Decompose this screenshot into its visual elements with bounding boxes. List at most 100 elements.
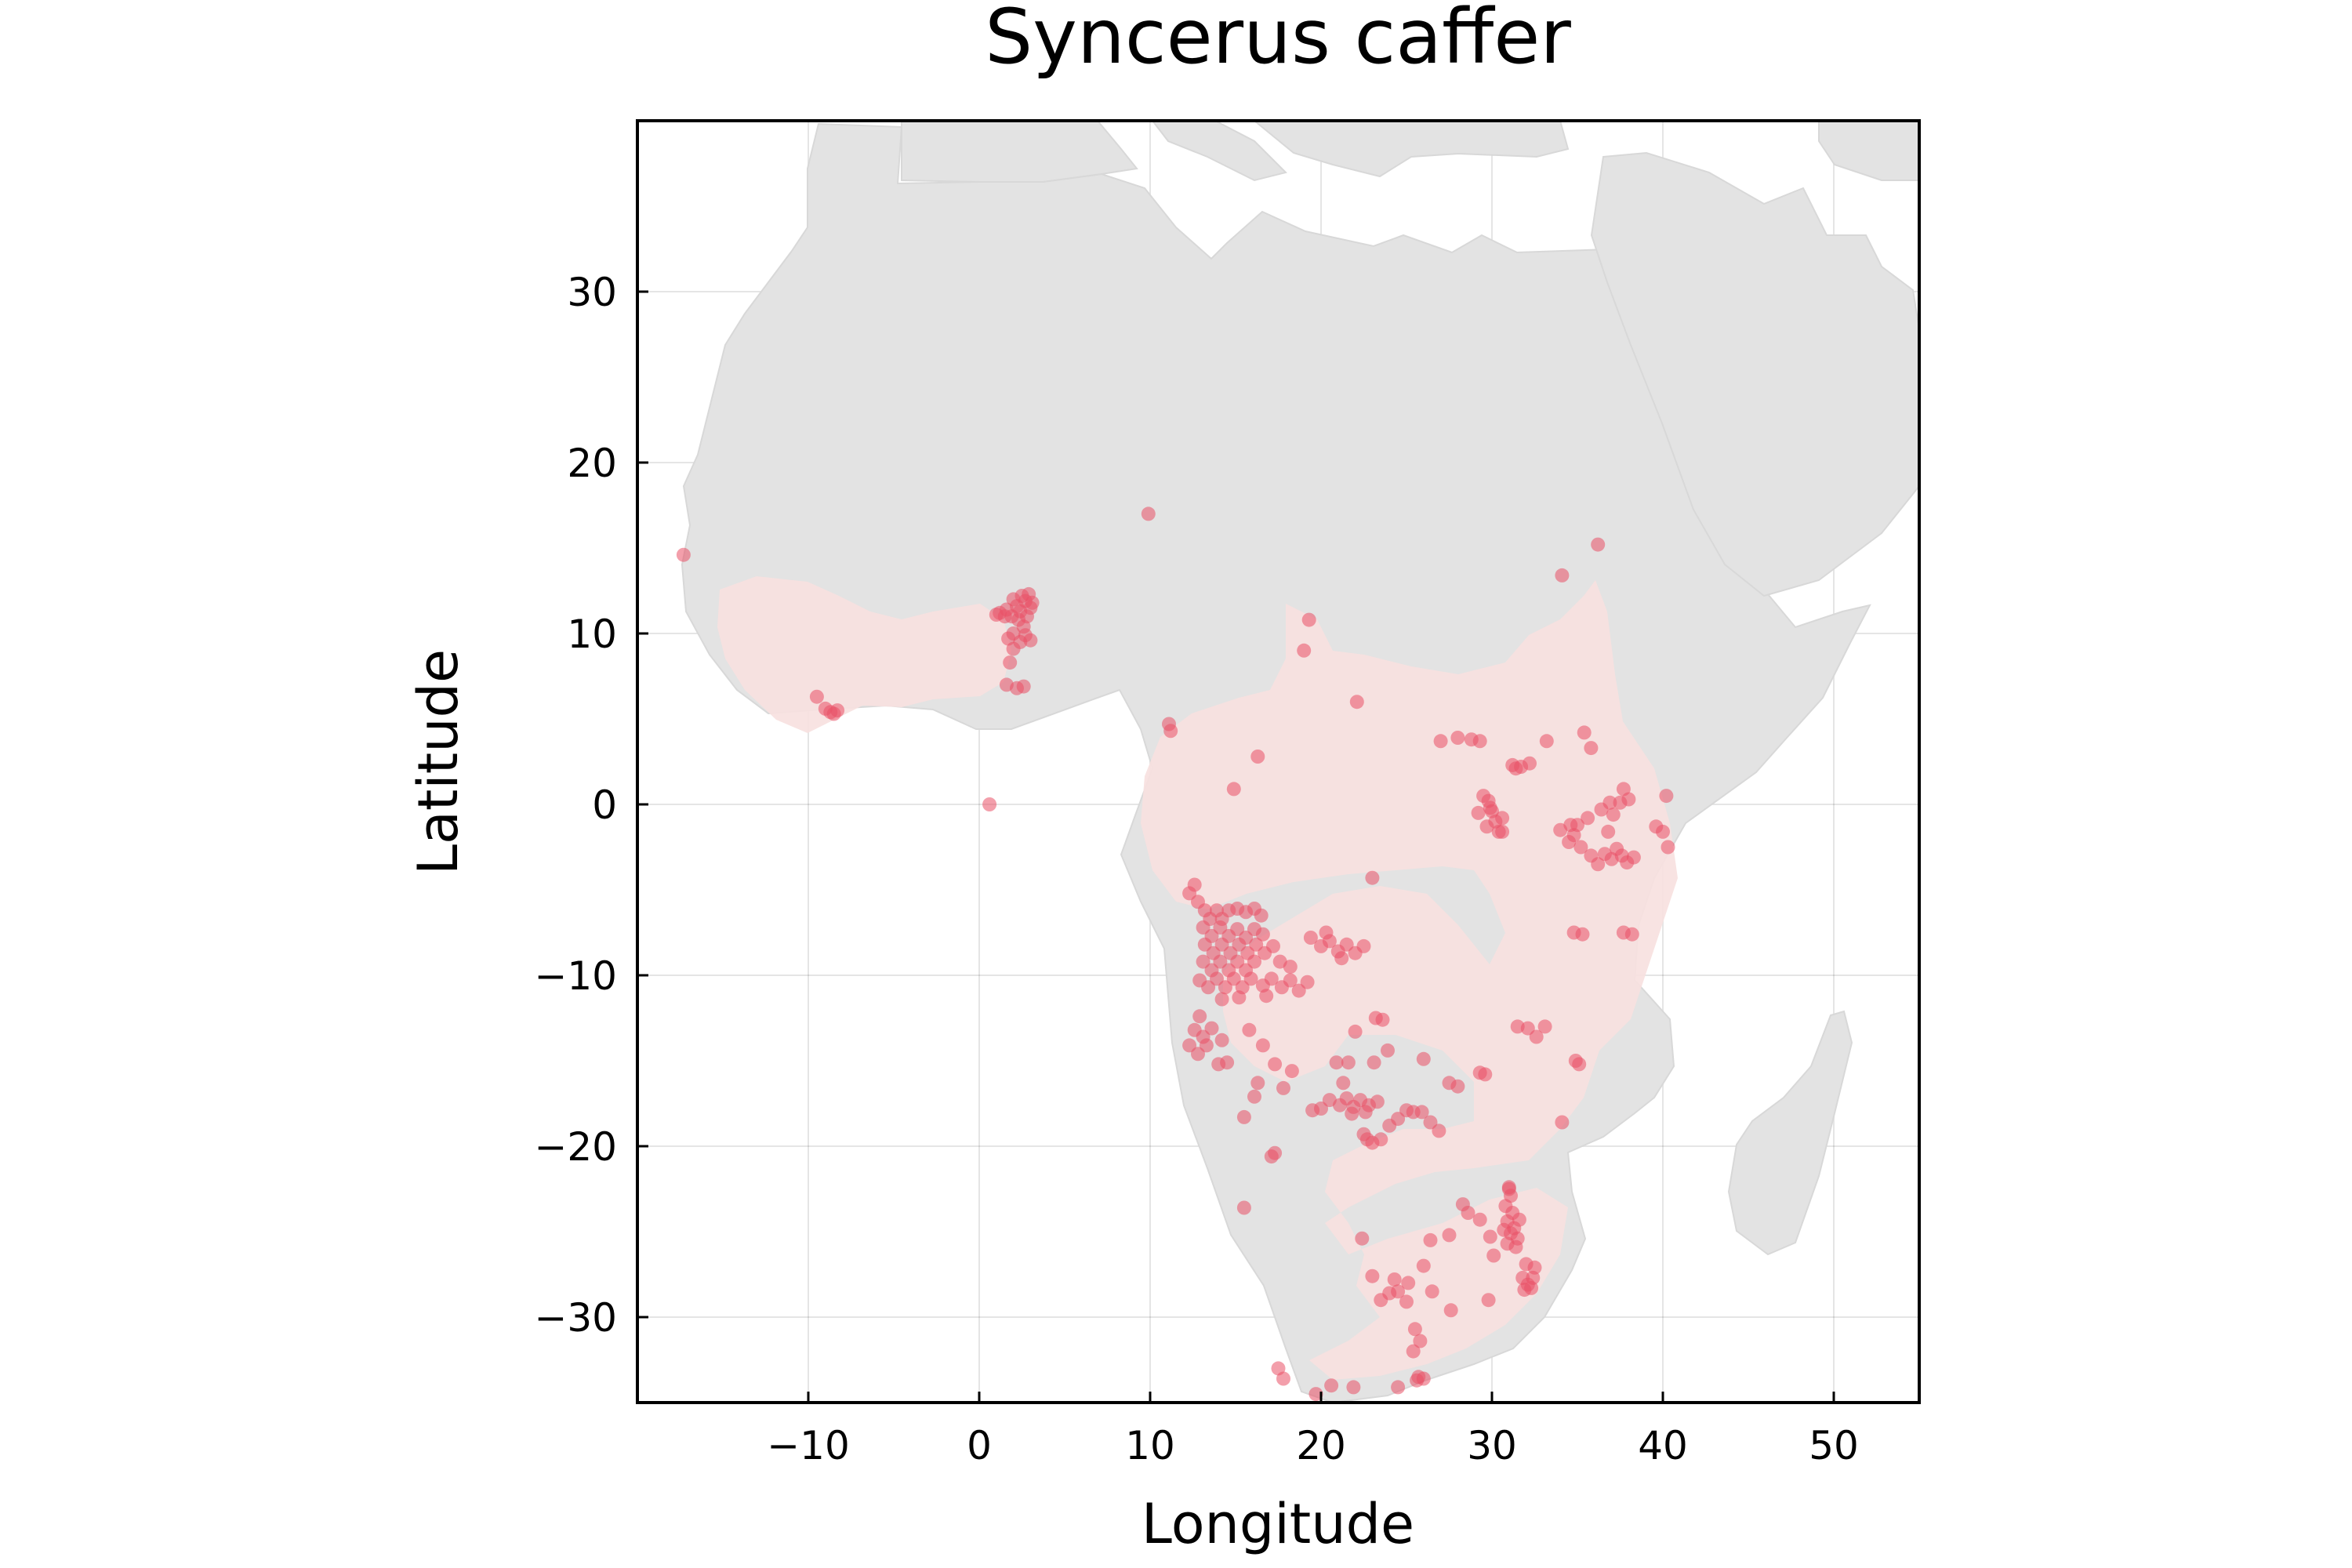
occurrence-point	[1230, 954, 1245, 969]
occurrence-point	[1314, 1102, 1328, 1116]
occurrence-point	[1495, 824, 1510, 839]
occurrence-point	[1196, 954, 1210, 969]
occurrence-point	[1616, 925, 1631, 940]
occurrence-point	[1319, 925, 1334, 940]
occurrence-point	[1370, 1094, 1385, 1109]
occurrence-point	[1249, 937, 1264, 952]
occurrence-point	[1387, 1272, 1402, 1287]
occurrence-point	[1563, 818, 1578, 833]
occurrence-point	[1006, 592, 1021, 607]
range-central-east-southern	[1141, 580, 1678, 1380]
y-tick-label: 10	[567, 612, 617, 657]
occurrence-point	[1355, 1231, 1370, 1246]
occurrence-point	[1659, 789, 1674, 804]
occurrence-point	[1601, 824, 1616, 839]
occurrence-point	[1001, 631, 1016, 646]
occurrence-point	[1519, 1257, 1534, 1272]
occurrence-point	[1329, 1055, 1344, 1070]
occurrence-point	[1495, 811, 1510, 826]
occurrence-point	[1497, 1222, 1512, 1237]
occurrence-point	[1204, 1021, 1219, 1036]
occurrence-point	[1374, 1132, 1388, 1147]
occurrence-point	[1243, 971, 1258, 986]
occurrence-point	[1247, 1089, 1261, 1104]
occurrence-point	[1300, 975, 1315, 989]
occurrence-point	[1555, 568, 1570, 583]
occurrence-point	[1423, 1232, 1438, 1247]
occurrence-point	[1391, 1112, 1406, 1127]
occurrence-point	[1187, 877, 1202, 892]
occurrence-point	[1025, 595, 1040, 610]
occurrence-point	[1276, 1080, 1290, 1095]
occurrence-point	[1230, 922, 1245, 937]
occurrence-point	[1423, 1115, 1438, 1130]
occurrence-point	[1401, 1276, 1416, 1290]
occurrence-point	[1214, 992, 1229, 1007]
occurrence-point	[1483, 800, 1497, 815]
occurrence-point	[1432, 1123, 1446, 1138]
occurrence-point	[1486, 1248, 1501, 1263]
y-axis-ticks: −30 −20 −10 0 10 20 30	[534, 270, 648, 1341]
occurrence-point	[1529, 1029, 1544, 1044]
occurrence-point	[1661, 840, 1675, 855]
x-tick-label: 30	[1467, 1423, 1517, 1468]
occurrence-point	[1199, 1038, 1214, 1053]
occurrence-point	[1606, 808, 1621, 822]
occurrence-point	[1236, 1109, 1251, 1124]
occurrence-point	[1291, 983, 1306, 998]
occurrence-points	[676, 506, 1675, 1402]
occurrence-point	[1616, 782, 1631, 797]
occurrence-point	[1346, 1380, 1361, 1395]
occurrence-point	[1461, 1206, 1475, 1220]
occurrence-point	[1508, 761, 1523, 776]
occurrence-point	[1584, 741, 1599, 756]
occurrence-point	[1433, 734, 1448, 749]
occurrence-point	[676, 547, 691, 562]
occurrence-point	[1213, 954, 1228, 969]
occurrence-point	[1283, 973, 1298, 988]
occurrence-point	[1268, 1057, 1283, 1072]
x-tick-label: 0	[967, 1423, 992, 1468]
occurrence-point	[1226, 782, 1241, 797]
occurrence-point	[1626, 850, 1641, 865]
occurrence-point	[1334, 951, 1349, 966]
occurrence-point	[1276, 1371, 1290, 1386]
x-tick-label: 50	[1809, 1423, 1859, 1468]
occurrence-point	[1255, 927, 1270, 942]
species-range	[717, 576, 1678, 1380]
occurrence-point	[989, 608, 1004, 622]
occurrence-point	[1345, 1106, 1359, 1121]
occurrence-point	[1443, 1303, 1458, 1318]
occurrence-point	[1141, 506, 1156, 521]
occurrence-point	[1539, 734, 1554, 749]
occurrence-point	[1416, 1051, 1431, 1066]
occurrence-point	[1349, 695, 1364, 710]
occurrence-point	[1471, 805, 1486, 820]
occurrence-point	[1284, 1064, 1299, 1079]
occurrence-point	[1416, 1258, 1431, 1273]
occurrence-point	[1520, 1021, 1535, 1036]
occurrence-point	[1478, 1067, 1493, 1082]
occurrence-point	[1581, 811, 1595, 826]
occurrence-point	[982, 797, 997, 811]
occurrence-point	[1250, 750, 1265, 764]
occurrence-point	[1591, 537, 1606, 552]
occurrence-point	[1391, 1380, 1406, 1395]
occurrence-point	[1232, 937, 1247, 952]
occurrence-point	[1283, 960, 1298, 975]
occurrence-point	[1226, 971, 1241, 986]
occurrence-point	[1339, 937, 1354, 952]
occurrence-point	[1577, 725, 1592, 740]
occurrence-point	[1572, 1057, 1587, 1072]
occurrence-point	[1182, 1038, 1197, 1053]
occurrence-point	[1336, 1076, 1351, 1091]
occurrence-point	[1163, 724, 1178, 739]
occurrence-point	[1259, 989, 1274, 1004]
occurrence-point	[1425, 1284, 1439, 1299]
occurrence-point	[1524, 1280, 1539, 1295]
plot-frame	[636, 119, 1921, 1404]
occurrence-point	[1197, 937, 1212, 952]
occurrence-point	[1575, 927, 1590, 942]
occurrence-point	[1555, 1115, 1570, 1130]
